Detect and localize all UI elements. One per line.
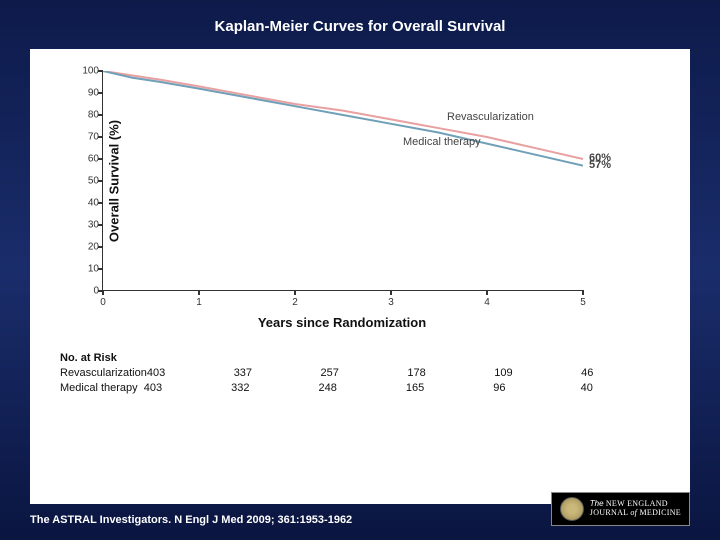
risk-row: Revascularization40333725717810946 (60, 367, 668, 382)
risk-cell: 165 (406, 382, 493, 397)
plot-area: Overall Survival (%)01020304050607080901… (102, 71, 582, 291)
risk-cell: 332 (231, 382, 318, 397)
y-tick: 10 (75, 264, 99, 275)
y-tick: 80 (75, 110, 99, 121)
series-annotation: Medical therapy (403, 136, 481, 148)
risk-cell: 46 (581, 367, 668, 382)
journal-logo: The NEW ENGLAND JOURNAL of MEDICINE (551, 492, 690, 526)
survival-curves (103, 71, 583, 291)
number-at-risk-table: No. at Risk Revascularization40333725717… (60, 352, 668, 397)
y-tick: 20 (75, 242, 99, 253)
y-tick: 30 (75, 220, 99, 231)
x-tick: 2 (292, 297, 298, 308)
risk-cell: 178 (407, 367, 494, 382)
x-tick: 4 (484, 297, 490, 308)
x-tick: 0 (100, 297, 106, 308)
y-tick: 70 (75, 132, 99, 143)
risk-cell: 96 (493, 382, 580, 397)
logo-text: The NEW ENGLAND JOURNAL of MEDICINE (590, 500, 681, 518)
risk-header: No. at Risk (60, 352, 668, 364)
risk-cell: 403 (147, 367, 234, 382)
risk-cell: 257 (321, 367, 408, 382)
risk-cell: 403 (144, 382, 231, 397)
risk-row: Medical therapy4033322481659640 (60, 382, 668, 397)
y-tick: 90 (75, 88, 99, 99)
logo-seal-icon (560, 497, 584, 521)
risk-cell: 337 (234, 367, 321, 382)
x-tick: 5 (580, 297, 586, 308)
risk-row-label: Medical therapy (60, 382, 144, 397)
y-tick: 0 (75, 286, 99, 297)
x-axis-label: Years since Randomization (102, 315, 582, 330)
series-annotation: Revascularization (447, 111, 534, 123)
risk-cell: 109 (494, 367, 581, 382)
risk-cell: 40 (581, 382, 668, 397)
risk-row-label: Revascularization (60, 367, 147, 382)
risk-cell: 248 (318, 382, 405, 397)
y-tick: 100 (75, 66, 99, 77)
x-tick: 3 (388, 297, 394, 308)
end-label: 57% (589, 159, 611, 171)
y-tick: 40 (75, 198, 99, 209)
x-tick: 1 (196, 297, 202, 308)
y-tick: 50 (75, 176, 99, 187)
slide-title: Kaplan-Meier Curves for Overall Survival (30, 18, 690, 35)
y-tick: 60 (75, 154, 99, 165)
chart-container: Overall Survival (%)01020304050607080901… (30, 49, 690, 504)
